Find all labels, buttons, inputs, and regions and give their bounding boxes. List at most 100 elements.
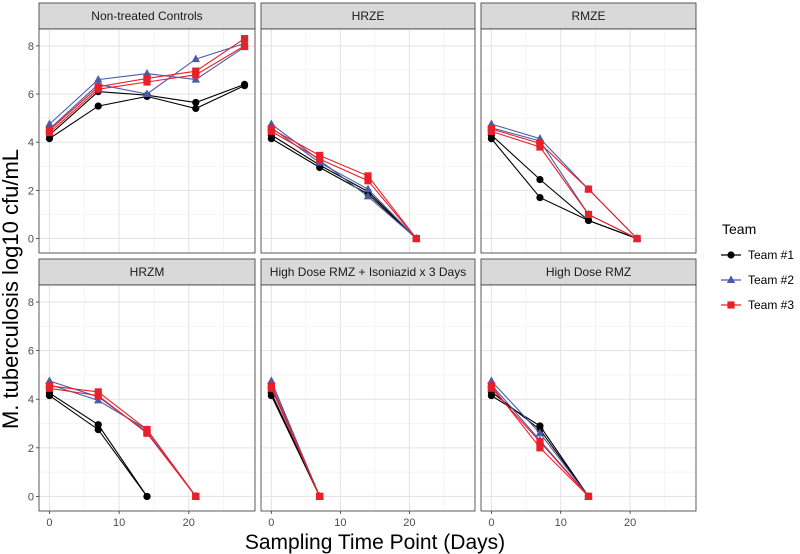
legend: Team Team #1 Team #2 Team #3 [721, 221, 794, 312]
y-tick-label: 4 [28, 394, 34, 406]
data-point [94, 85, 102, 93]
plot-area [261, 285, 475, 511]
data-point [192, 104, 200, 113]
y-axis-title: M. tuberculosis log10 cfu/mL [0, 149, 23, 429]
facet-strip [38, 258, 256, 286]
facet-panel: RMZE [480, 2, 697, 254]
panel-border [480, 28, 697, 254]
facet-strip [38, 2, 256, 30]
y-tick-label: 4 [28, 137, 34, 149]
data-point [94, 395, 103, 404]
x-tick-label: 20 [183, 517, 195, 529]
x-tick-label: 10 [334, 517, 346, 529]
panel-border [480, 284, 697, 512]
data-point [316, 155, 324, 163]
facet-title: HRZM [130, 265, 165, 279]
facet-title: High Dose RMZ + Isoniazid x 3 Days [270, 265, 466, 279]
data-point [536, 139, 544, 148]
data-point [267, 127, 275, 135]
facet-panel: High Dose RMZ 0 10 20 [480, 258, 697, 529]
data-point [143, 78, 151, 86]
x-tick-label: 10 [113, 517, 125, 529]
data-point [364, 172, 372, 180]
data-point [487, 384, 496, 392]
data-point [536, 444, 544, 452]
data-point [94, 102, 102, 110]
data-point [191, 74, 200, 83]
x-tick-label: 0 [46, 517, 52, 529]
data-point [316, 492, 324, 501]
legend-key-marker [727, 251, 735, 259]
y-tick-label: 6 [28, 89, 34, 101]
legend-item: Team #2 [721, 273, 794, 287]
data-point [487, 127, 496, 135]
legend-item: Team #1 [721, 248, 794, 262]
data-point [94, 421, 102, 429]
x-axis-title: Sampling Time Point (Days) [245, 531, 505, 554]
data-point [94, 388, 102, 396]
data-point [240, 80, 249, 88]
panel-border [260, 28, 476, 254]
y-tick-label: 6 [28, 346, 34, 358]
chart-panels: Non-treated Controls 0 2 4 6 8 HRZE RMZE HRZM 0 2 4… [28, 2, 697, 529]
y-tick-label: 8 [28, 297, 34, 309]
data-point [267, 384, 275, 392]
data-point [584, 216, 593, 225]
y-tick-label: 2 [28, 185, 34, 197]
facet-title: High Dose RMZ [546, 265, 631, 279]
legend-key-marker [726, 275, 736, 283]
data-point [363, 184, 373, 193]
data-point [584, 492, 593, 501]
x-tick-label: 20 [624, 517, 636, 529]
facet-title: HRZE [352, 9, 385, 23]
series-line [491, 130, 638, 239]
legend-label: Team #1 [748, 248, 794, 262]
data-point [192, 98, 200, 107]
y-tick-label: 0 [28, 234, 34, 246]
data-point [94, 391, 102, 400]
data-point [536, 438, 544, 446]
panel-border [260, 284, 476, 512]
data-point [142, 68, 152, 77]
data-point [584, 185, 593, 193]
plot-area [39, 29, 255, 253]
plot-area [39, 285, 255, 511]
facet-strip [480, 258, 697, 286]
series-line [491, 134, 638, 240]
legend-item: Team #3 [721, 298, 794, 312]
facet-strip [260, 2, 476, 30]
data-point [143, 429, 151, 437]
x-tick-label: 10 [555, 517, 567, 529]
data-point [364, 177, 372, 185]
series-line [271, 130, 417, 239]
data-point [142, 89, 152, 98]
data-point [240, 35, 249, 43]
x-tick-label: 0 [488, 517, 494, 529]
data-point [535, 428, 545, 437]
plot-area [261, 29, 475, 253]
x-tick-label: 20 [403, 517, 415, 529]
series-line [49, 385, 197, 497]
facet-panel: Non-treated Controls 0 2 4 6 8 [28, 2, 256, 254]
data-point [191, 54, 200, 63]
data-point [363, 191, 373, 200]
data-point [94, 74, 103, 83]
data-point [536, 175, 544, 184]
data-point [192, 492, 200, 501]
legend-title: Team [722, 221, 756, 237]
data-point [45, 119, 54, 128]
series-line [270, 388, 321, 497]
legend-key-marker [727, 301, 735, 309]
data-point [584, 210, 593, 219]
facet-panel: HRZE [260, 2, 476, 254]
panel-border [38, 284, 256, 512]
series-line [49, 387, 197, 497]
data-point [240, 42, 249, 50]
data-point [45, 384, 54, 392]
data-point [192, 71, 200, 79]
legend-label: Team #3 [748, 298, 794, 312]
facet-panel: HRZM 0 2 4 6 8 0 10 20 [28, 258, 256, 529]
data-point [536, 194, 544, 202]
x-tick-label: 0 [268, 517, 274, 529]
